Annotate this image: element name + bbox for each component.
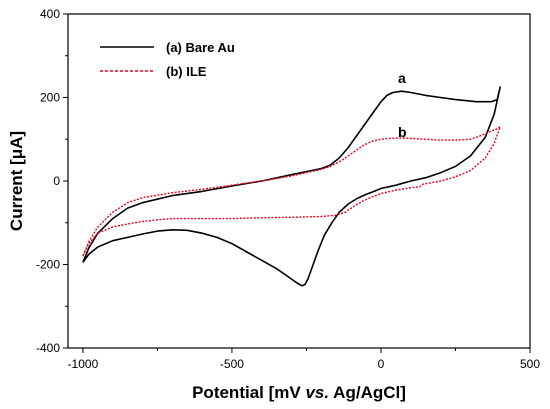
legend-label-bare-au: (a) Bare Au: [166, 40, 235, 55]
curve-label-b: b: [398, 124, 407, 140]
x-axis-title-prefix: Potential [mV: [192, 383, 305, 402]
x-axis-title-italic: vs.: [305, 383, 329, 402]
x-tick-label: -1000: [68, 357, 99, 371]
y-tick-label: 0: [53, 174, 60, 188]
y-axis-title: Current [μA]: [7, 131, 26, 231]
y-tick-label: 200: [40, 91, 60, 105]
x-tick-label: 500: [520, 357, 540, 371]
x-axis-title-suffix: Ag/AgCl]: [329, 383, 406, 402]
series-line-bare-au: [82, 86, 501, 287]
ticks-layer: -1000 -500 0 500 -400 -200 0 200 400: [36, 7, 540, 371]
plot-frame: [67, 13, 531, 349]
x-tick-label: 0: [378, 357, 385, 371]
series-layer: [82, 86, 501, 287]
series-line-ile: [82, 126, 501, 257]
y-tick-label: 400: [40, 7, 60, 21]
legend-label-ile: (b) ILE: [166, 64, 207, 79]
legend: (a) Bare Au (b) ILE: [100, 40, 235, 79]
y-tick-label: -400: [36, 341, 60, 355]
x-tick-label: -500: [220, 357, 244, 371]
curve-label-a: a: [398, 70, 406, 86]
x-axis-title: Potential [mV vs. Ag/AgCl]: [192, 383, 406, 402]
y-tick-label: -200: [36, 258, 60, 272]
